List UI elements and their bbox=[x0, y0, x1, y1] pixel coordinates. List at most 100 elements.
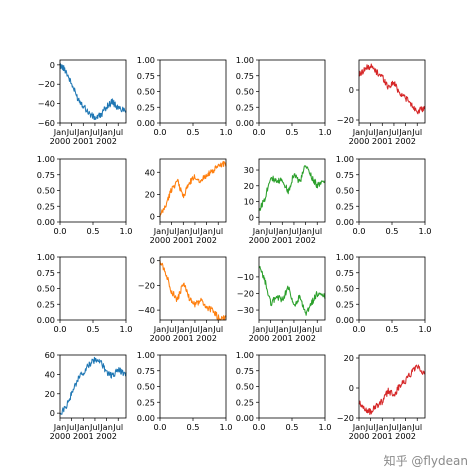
x-year-label: 2001 bbox=[372, 431, 393, 441]
y-tick-label: 1.00 bbox=[37, 252, 55, 262]
x-tick-label: 1.0 bbox=[418, 226, 431, 236]
y-tick-label: 0.50 bbox=[37, 186, 55, 196]
y-tick-label: 0 bbox=[50, 60, 55, 70]
x-tick-label: 0.5 bbox=[385, 324, 398, 334]
axes-frame bbox=[59, 256, 127, 321]
y-tick-label: −20 bbox=[38, 79, 55, 89]
x-tick-label: Jan bbox=[199, 324, 213, 334]
x-year-label: 2001 bbox=[73, 431, 94, 441]
y-tick-label: 0.50 bbox=[336, 284, 354, 294]
x-tick-label: Jan bbox=[375, 422, 389, 432]
subplot-r3c1: 0.00 0.25 0.50 0.75 1.00 0.0 0.5 1.0 bbox=[137, 350, 233, 432]
x-year-label: 2000 bbox=[349, 136, 370, 146]
x-tick-label: Jan bbox=[53, 422, 67, 432]
y-tick-label: 10 bbox=[244, 197, 254, 207]
x-tick-label: 0.0 bbox=[53, 324, 66, 334]
x-year-label: 2000 bbox=[150, 235, 171, 245]
y-tick-label: −30 bbox=[237, 305, 254, 315]
axes-frame bbox=[358, 59, 426, 124]
axes-frame bbox=[159, 59, 227, 124]
series-line bbox=[159, 260, 227, 321]
x-tick-label: Jul bbox=[288, 226, 299, 236]
subplot-r2c3: 0.00 0.25 0.50 0.75 1.00 0.0 0.5 1.0 bbox=[336, 252, 432, 334]
axes-frame bbox=[258, 158, 326, 223]
series-line bbox=[59, 63, 127, 121]
y-tick-label: 0.00 bbox=[336, 217, 354, 227]
y-tick-label: 0.00 bbox=[336, 315, 354, 325]
y-tick-label: 0.50 bbox=[137, 382, 155, 392]
y-tick-label: 0.75 bbox=[336, 268, 354, 278]
y-tick-label: −20 bbox=[337, 115, 354, 125]
x-tick-label: Jan bbox=[76, 422, 90, 432]
x-tick-label: Jul bbox=[112, 127, 123, 137]
axes-frame bbox=[258, 354, 326, 419]
x-tick-label: Jul bbox=[388, 127, 399, 137]
y-tick-label: 0.50 bbox=[236, 87, 254, 97]
y-tick-label: −20 bbox=[237, 288, 254, 298]
y-tick-label: 0 bbox=[349, 85, 354, 95]
series-line bbox=[258, 265, 326, 316]
subplot-r2c0: 0.00 0.25 0.50 0.75 1.00 0.0 0.5 1.0 bbox=[37, 252, 133, 334]
y-tick-label: 0.75 bbox=[236, 71, 254, 81]
x-tick-label: 1.0 bbox=[318, 127, 331, 137]
y-tick-label: 40 bbox=[145, 167, 155, 177]
x-tick-label: Jan bbox=[176, 324, 190, 334]
x-tick-label: Jan bbox=[153, 226, 167, 236]
x-tick-label: 1.0 bbox=[219, 422, 232, 432]
x-tick-label: 0.0 bbox=[352, 324, 365, 334]
x-year-label: 2001 bbox=[173, 235, 194, 245]
series-line bbox=[358, 63, 426, 115]
axes-frame bbox=[358, 354, 426, 419]
y-tick-label: 0.00 bbox=[137, 118, 155, 128]
y-tick-label: 0.00 bbox=[236, 413, 254, 423]
x-tick-label: Jul bbox=[265, 324, 276, 334]
x-tick-label: Jan bbox=[398, 127, 412, 137]
x-tick-label: Jan bbox=[199, 226, 213, 236]
x-tick-label: Jan bbox=[76, 127, 90, 137]
x-tick-label: 0.0 bbox=[252, 422, 265, 432]
y-tick-label: 0.25 bbox=[37, 201, 55, 211]
x-year-label: 2001 bbox=[272, 235, 293, 245]
y-tick-label: 1.00 bbox=[336, 252, 354, 262]
y-tick-label: 0 bbox=[349, 383, 354, 393]
x-tick-label: Jul bbox=[89, 422, 100, 432]
x-tick-label: Jul bbox=[288, 324, 299, 334]
x-tick-label: Jul bbox=[365, 127, 376, 137]
y-tick-label: 0.00 bbox=[37, 217, 55, 227]
y-tick-label: −20 bbox=[337, 413, 354, 423]
y-tick-label: 0.50 bbox=[137, 87, 155, 97]
x-tick-label: 1.0 bbox=[418, 324, 431, 334]
y-tick-label: 0 bbox=[249, 212, 254, 222]
y-tick-label: 0.25 bbox=[236, 397, 254, 407]
subplot-r3c2: 0.00 0.25 0.50 0.75 1.00 0.0 0.5 1.0 bbox=[236, 350, 332, 432]
y-tick-label: 0.75 bbox=[137, 71, 155, 81]
axes-frame bbox=[159, 354, 227, 419]
x-year-label: 2000 bbox=[249, 333, 270, 343]
x-tick-label: 0.5 bbox=[186, 127, 199, 137]
y-tick-label: 0.75 bbox=[137, 366, 155, 376]
x-year-label: 2000 bbox=[249, 235, 270, 245]
x-year-label: 2002 bbox=[395, 136, 416, 146]
x-tick-label: 0.0 bbox=[53, 226, 66, 236]
y-tick-label: 0.50 bbox=[336, 186, 354, 196]
x-tick-label: Jul bbox=[265, 226, 276, 236]
x-tick-label: Jan bbox=[99, 422, 113, 432]
x-year-label: 2001 bbox=[73, 136, 94, 146]
x-tick-label: Jan bbox=[398, 422, 412, 432]
subplot-r0c2: 0.00 0.25 0.50 0.75 1.00 0.0 0.5 1.0 bbox=[236, 55, 332, 137]
x-tick-label: Jul bbox=[365, 422, 376, 432]
x-tick-label: Jul bbox=[89, 127, 100, 137]
x-tick-label: Jul bbox=[411, 127, 422, 137]
y-tick-label: 0.25 bbox=[37, 299, 55, 309]
x-year-label: 2002 bbox=[96, 136, 117, 146]
y-tick-label: 0 bbox=[150, 211, 155, 221]
x-tick-label: 1.0 bbox=[119, 226, 132, 236]
y-tick-label: 40 bbox=[45, 369, 55, 379]
subplot-r1c0: 0.00 0.25 0.50 0.75 1.00 0.0 0.5 1.0 bbox=[37, 154, 133, 236]
y-tick-label: 0.75 bbox=[37, 170, 55, 180]
x-year-label: 2002 bbox=[395, 431, 416, 441]
x-tick-label: Jan bbox=[352, 127, 366, 137]
